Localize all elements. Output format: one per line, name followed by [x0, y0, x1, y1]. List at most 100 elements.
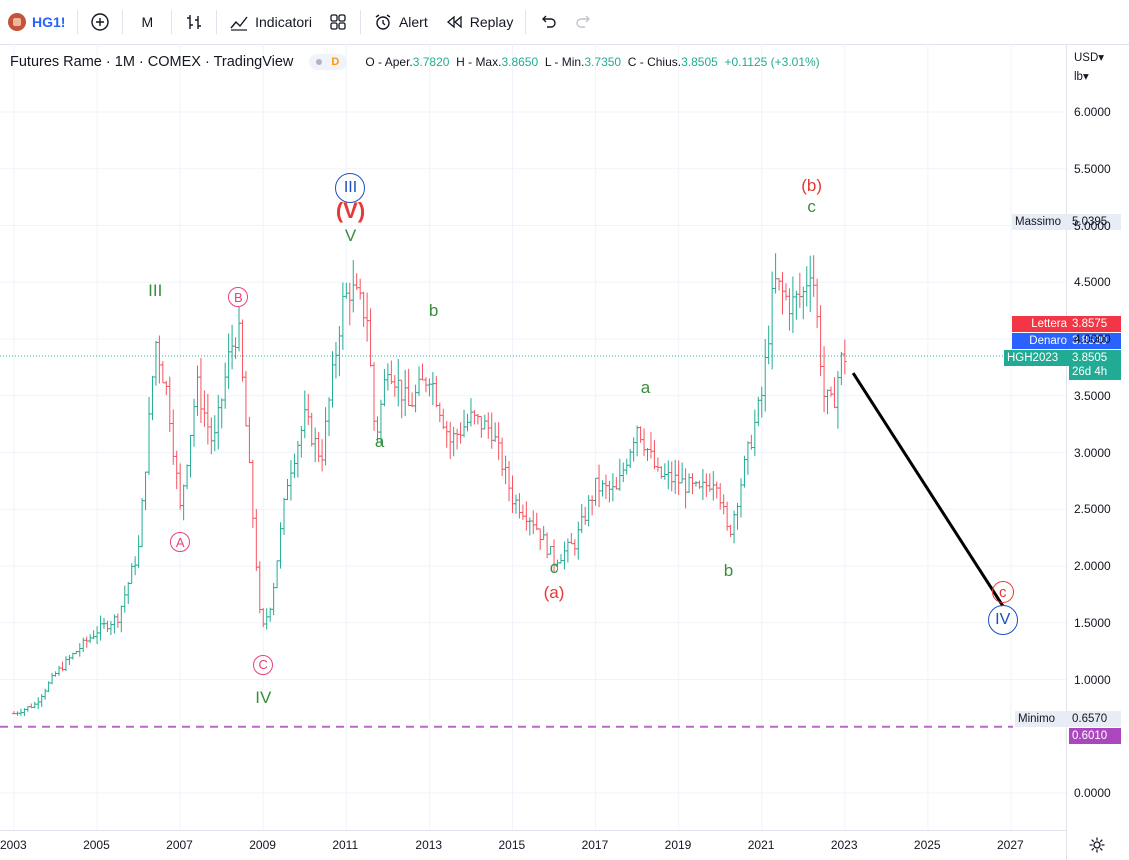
delay-label: D: [331, 56, 340, 68]
ohlc-bar: [396, 359, 401, 407]
chart-overlays: [0, 355, 1066, 728]
alert-button[interactable]: Alert: [365, 0, 436, 44]
ohlc-bar: [635, 425, 640, 457]
time-tick-label: 2021: [747, 838, 775, 852]
ohlc-bar: [527, 517, 532, 536]
ohlc-bar: [763, 339, 768, 412]
ohlc-bar: [718, 483, 723, 510]
ohlc-bar: [427, 378, 432, 397]
ohlc-bar: [372, 362, 377, 431]
delay-badge[interactable]: D: [309, 54, 348, 70]
redo-button[interactable]: [566, 0, 602, 44]
ohlc-bar: [697, 480, 702, 489]
ohlc-bar: [57, 665, 62, 676]
ohlc-bar: [195, 365, 200, 416]
ohlc-bar: [777, 278, 782, 291]
ohlc-bar: [538, 528, 543, 550]
ohlc-bar: [586, 495, 591, 527]
ohlc-bar: [240, 319, 245, 382]
high-value: 3.8650: [501, 55, 539, 69]
ohlc-bar: [126, 581, 131, 604]
ohlc-bar: [361, 291, 366, 327]
ohlc-bar: [676, 460, 681, 496]
min-label-tag: Minimo: [1015, 711, 1069, 727]
ohlc-bar: [354, 273, 359, 291]
ohlc-bar: [545, 532, 550, 559]
ohlc-bar: [687, 473, 692, 494]
ohlc-bar: [811, 255, 816, 297]
compare-button[interactable]: [82, 0, 118, 44]
time-tick-label: 2025: [913, 838, 941, 852]
gear-icon[interactable]: [1088, 836, 1106, 854]
ohlc-bar: [330, 351, 335, 408]
open-value: 3.7820: [412, 55, 450, 69]
time-tick-label: 2019: [664, 838, 692, 852]
ohlc-bar: [185, 464, 190, 490]
candlestick-bars: [12, 253, 847, 717]
replay-button[interactable]: Replay: [436, 0, 522, 44]
ohlc-bar: [347, 282, 352, 326]
ohlc-bar: [102, 617, 107, 629]
countdown-tag: 26d 4h: [1069, 364, 1121, 380]
ohlc-bar: [451, 426, 456, 457]
ohlc-bar: [503, 455, 508, 485]
chart-title: Futures Rame · 1M · COMEX · TradingView: [10, 54, 294, 70]
ohlc-bar: [437, 402, 442, 423]
indicators-button[interactable]: Indicatori: [221, 0, 320, 44]
ohlc-bar: [91, 630, 96, 640]
undo-button[interactable]: [530, 0, 566, 44]
ohlc-bar: [60, 661, 65, 672]
ohlc-bar: [295, 440, 300, 478]
chevron-down-icon: ▾: [1082, 71, 1089, 83]
ohlc-bar: [153, 340, 158, 386]
ohlc-bar: [292, 453, 297, 479]
ohlc-bar: [385, 363, 390, 391]
ohlc-bar: [12, 711, 16, 715]
currency-selector[interactable]: USD▾: [1074, 50, 1104, 64]
ohlc-bar: [472, 410, 477, 425]
ohlc-bar: [88, 634, 93, 644]
plus-circle-icon: [91, 13, 110, 31]
ohlc-bar: [63, 656, 68, 672]
layouts-button[interactable]: [320, 0, 356, 44]
interval-button[interactable]: M: [127, 0, 167, 44]
ask-value-tag: 3.8575: [1069, 316, 1121, 332]
unit-selector[interactable]: lb▾: [1074, 69, 1089, 83]
ohlc-bar: [621, 462, 626, 483]
price-tick-label: 2.0000: [1074, 559, 1111, 573]
ohlc-bar: [157, 335, 162, 384]
ohlc-bar: [707, 473, 712, 492]
time-tick-label: 2003: [0, 838, 27, 852]
close-label: C - Chius.: [627, 55, 682, 69]
toolbar-divider: [77, 10, 79, 34]
ohlc-bar: [333, 341, 338, 379]
max-label-tag: Massimo: [1012, 214, 1070, 230]
redo-icon: [576, 15, 591, 28]
ohlc-bar: [243, 370, 248, 427]
ohlc-bar: [732, 510, 737, 544]
ohlc-bar: [444, 421, 449, 448]
ohlc-bar: [711, 471, 716, 501]
ohlc-bar: [562, 541, 567, 570]
ohlc-bar: [115, 613, 120, 628]
wave-label-circled: III: [335, 173, 366, 204]
ohlc-bar: [690, 473, 695, 495]
time-tick-label: 2013: [415, 838, 443, 852]
wave-label-circled: B: [228, 287, 249, 307]
ohlc-bar: [18, 708, 23, 716]
ohlc-bar: [81, 637, 86, 653]
ohlc-bar: [603, 474, 608, 500]
ohlc-bar: [638, 426, 643, 443]
ohlc-bar: [67, 654, 72, 665]
ohlc-bar: [507, 461, 512, 502]
open-label: O - Aper.: [365, 55, 413, 69]
ohlc-bar: [216, 394, 221, 450]
ohlc-bar: [316, 432, 321, 463]
ohlc-bar: [171, 409, 176, 465]
chart-type-button[interactable]: [176, 0, 212, 44]
ohlc-bar: [839, 351, 844, 385]
symbol-search-button[interactable]: HG1!: [0, 0, 73, 44]
ohlc-bar: [413, 384, 418, 413]
ohlc-bar: [642, 428, 647, 456]
